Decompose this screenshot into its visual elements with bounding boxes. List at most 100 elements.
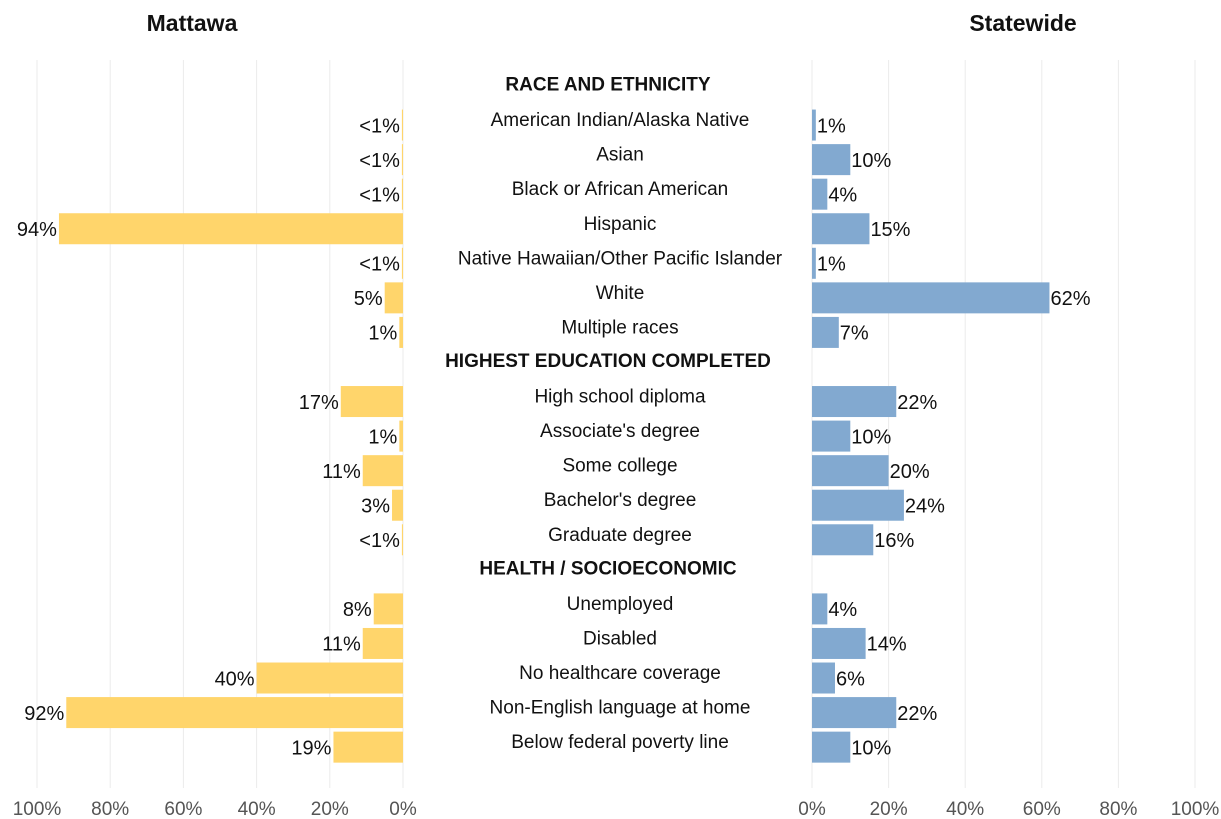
bar — [373, 593, 403, 625]
bar — [812, 144, 851, 176]
bar — [812, 524, 874, 556]
bar — [399, 316, 403, 348]
category-label: No healthcare coverage — [519, 663, 721, 684]
x-tick-label: 20% — [311, 799, 349, 819]
x-tick-label: 100% — [13, 799, 62, 819]
bar — [812, 386, 897, 418]
value-label: 15% — [870, 219, 910, 241]
value-label: 4% — [828, 599, 857, 621]
category-label: Non-English language at home — [490, 698, 751, 719]
bar — [812, 316, 839, 348]
value-label: 3% — [361, 496, 390, 518]
x-tick-label: 40% — [946, 799, 984, 819]
category-label: Disabled — [583, 628, 657, 649]
value-label: 1% — [368, 323, 397, 345]
bar — [812, 662, 835, 694]
panel-title: Statewide — [969, 10, 1076, 36]
bar — [399, 420, 403, 452]
bar — [401, 524, 403, 556]
bar — [58, 213, 404, 245]
category-label: Asian — [596, 145, 644, 166]
category-label: Hispanic — [584, 214, 657, 235]
bar — [812, 455, 889, 487]
bar — [812, 627, 866, 659]
value-label: 19% — [291, 737, 331, 759]
bar — [256, 662, 403, 694]
bar — [812, 697, 897, 729]
value-label: 24% — [905, 496, 945, 518]
x-tick-label: 80% — [91, 799, 129, 819]
category-label: Below federal poverty line — [511, 732, 729, 753]
category-label: High school diploma — [534, 387, 706, 408]
value-label: 11% — [322, 461, 361, 483]
bar — [333, 731, 403, 763]
value-label: 1% — [368, 426, 397, 448]
bar — [401, 178, 403, 210]
value-label: 20% — [890, 461, 930, 483]
value-label: 94% — [17, 219, 57, 241]
value-label: <1% — [359, 115, 400, 137]
bar — [384, 282, 403, 314]
section-header: HIGHEST EDUCATION COMPLETED — [445, 351, 771, 372]
section-header: HEALTH / SOCIOECONOMIC — [479, 558, 736, 579]
bar — [812, 593, 828, 625]
bar — [401, 247, 403, 279]
value-label: 11% — [322, 634, 361, 656]
bar — [66, 697, 403, 729]
value-label: 14% — [867, 634, 907, 656]
x-tick-label: 40% — [238, 799, 276, 819]
bar — [812, 489, 904, 521]
value-label: 5% — [354, 288, 383, 310]
category-label: Multiple races — [561, 317, 678, 338]
x-tick-label: 60% — [1023, 799, 1061, 819]
bar — [812, 247, 816, 279]
value-label: <1% — [359, 530, 400, 552]
value-label: <1% — [359, 254, 400, 276]
bar — [340, 386, 403, 418]
bar — [401, 144, 403, 176]
bar — [362, 627, 403, 659]
bar — [812, 282, 1050, 314]
category-label: Bachelor's degree — [544, 490, 697, 511]
bar — [812, 731, 851, 763]
bar — [401, 109, 403, 141]
bar — [812, 178, 828, 210]
value-label: 22% — [897, 703, 937, 725]
bar — [812, 420, 851, 452]
value-label: 22% — [897, 392, 937, 414]
category-label: Some college — [562, 456, 677, 477]
value-label: <1% — [359, 184, 400, 206]
category-label: Associate's degree — [540, 421, 700, 442]
x-tick-label: 100% — [1171, 799, 1220, 819]
value-label: 1% — [817, 115, 846, 137]
x-tick-label: 80% — [1099, 799, 1137, 819]
value-label: <1% — [359, 150, 400, 172]
category-label: Black or African American — [512, 179, 728, 200]
x-tick-label: 20% — [870, 799, 908, 819]
category-label: Unemployed — [567, 594, 674, 615]
value-label: 40% — [215, 668, 255, 690]
category-label: American Indian/Alaska Native — [491, 110, 750, 131]
bar — [362, 455, 403, 487]
bar — [392, 489, 403, 521]
value-label: 10% — [851, 150, 891, 172]
value-label: 10% — [851, 737, 891, 759]
value-label: 1% — [817, 254, 846, 276]
bar — [812, 109, 816, 141]
category-label: White — [596, 283, 645, 304]
x-tick-label: 0% — [389, 799, 417, 819]
value-label: 17% — [299, 392, 339, 414]
value-label: 92% — [24, 703, 64, 725]
bar — [812, 213, 870, 245]
value-label: 16% — [874, 530, 914, 552]
x-tick-label: 0% — [798, 799, 826, 819]
value-label: 8% — [343, 599, 372, 621]
value-label: 4% — [828, 184, 857, 206]
category-label: Graduate degree — [548, 525, 692, 546]
panel-title: Mattawa — [147, 10, 238, 36]
value-label: 7% — [840, 323, 869, 345]
category-label: Native Hawaiian/Other Pacific Islander — [458, 248, 783, 269]
x-tick-label: 60% — [164, 799, 202, 819]
section-header: RACE AND ETHNICITY — [505, 75, 710, 96]
